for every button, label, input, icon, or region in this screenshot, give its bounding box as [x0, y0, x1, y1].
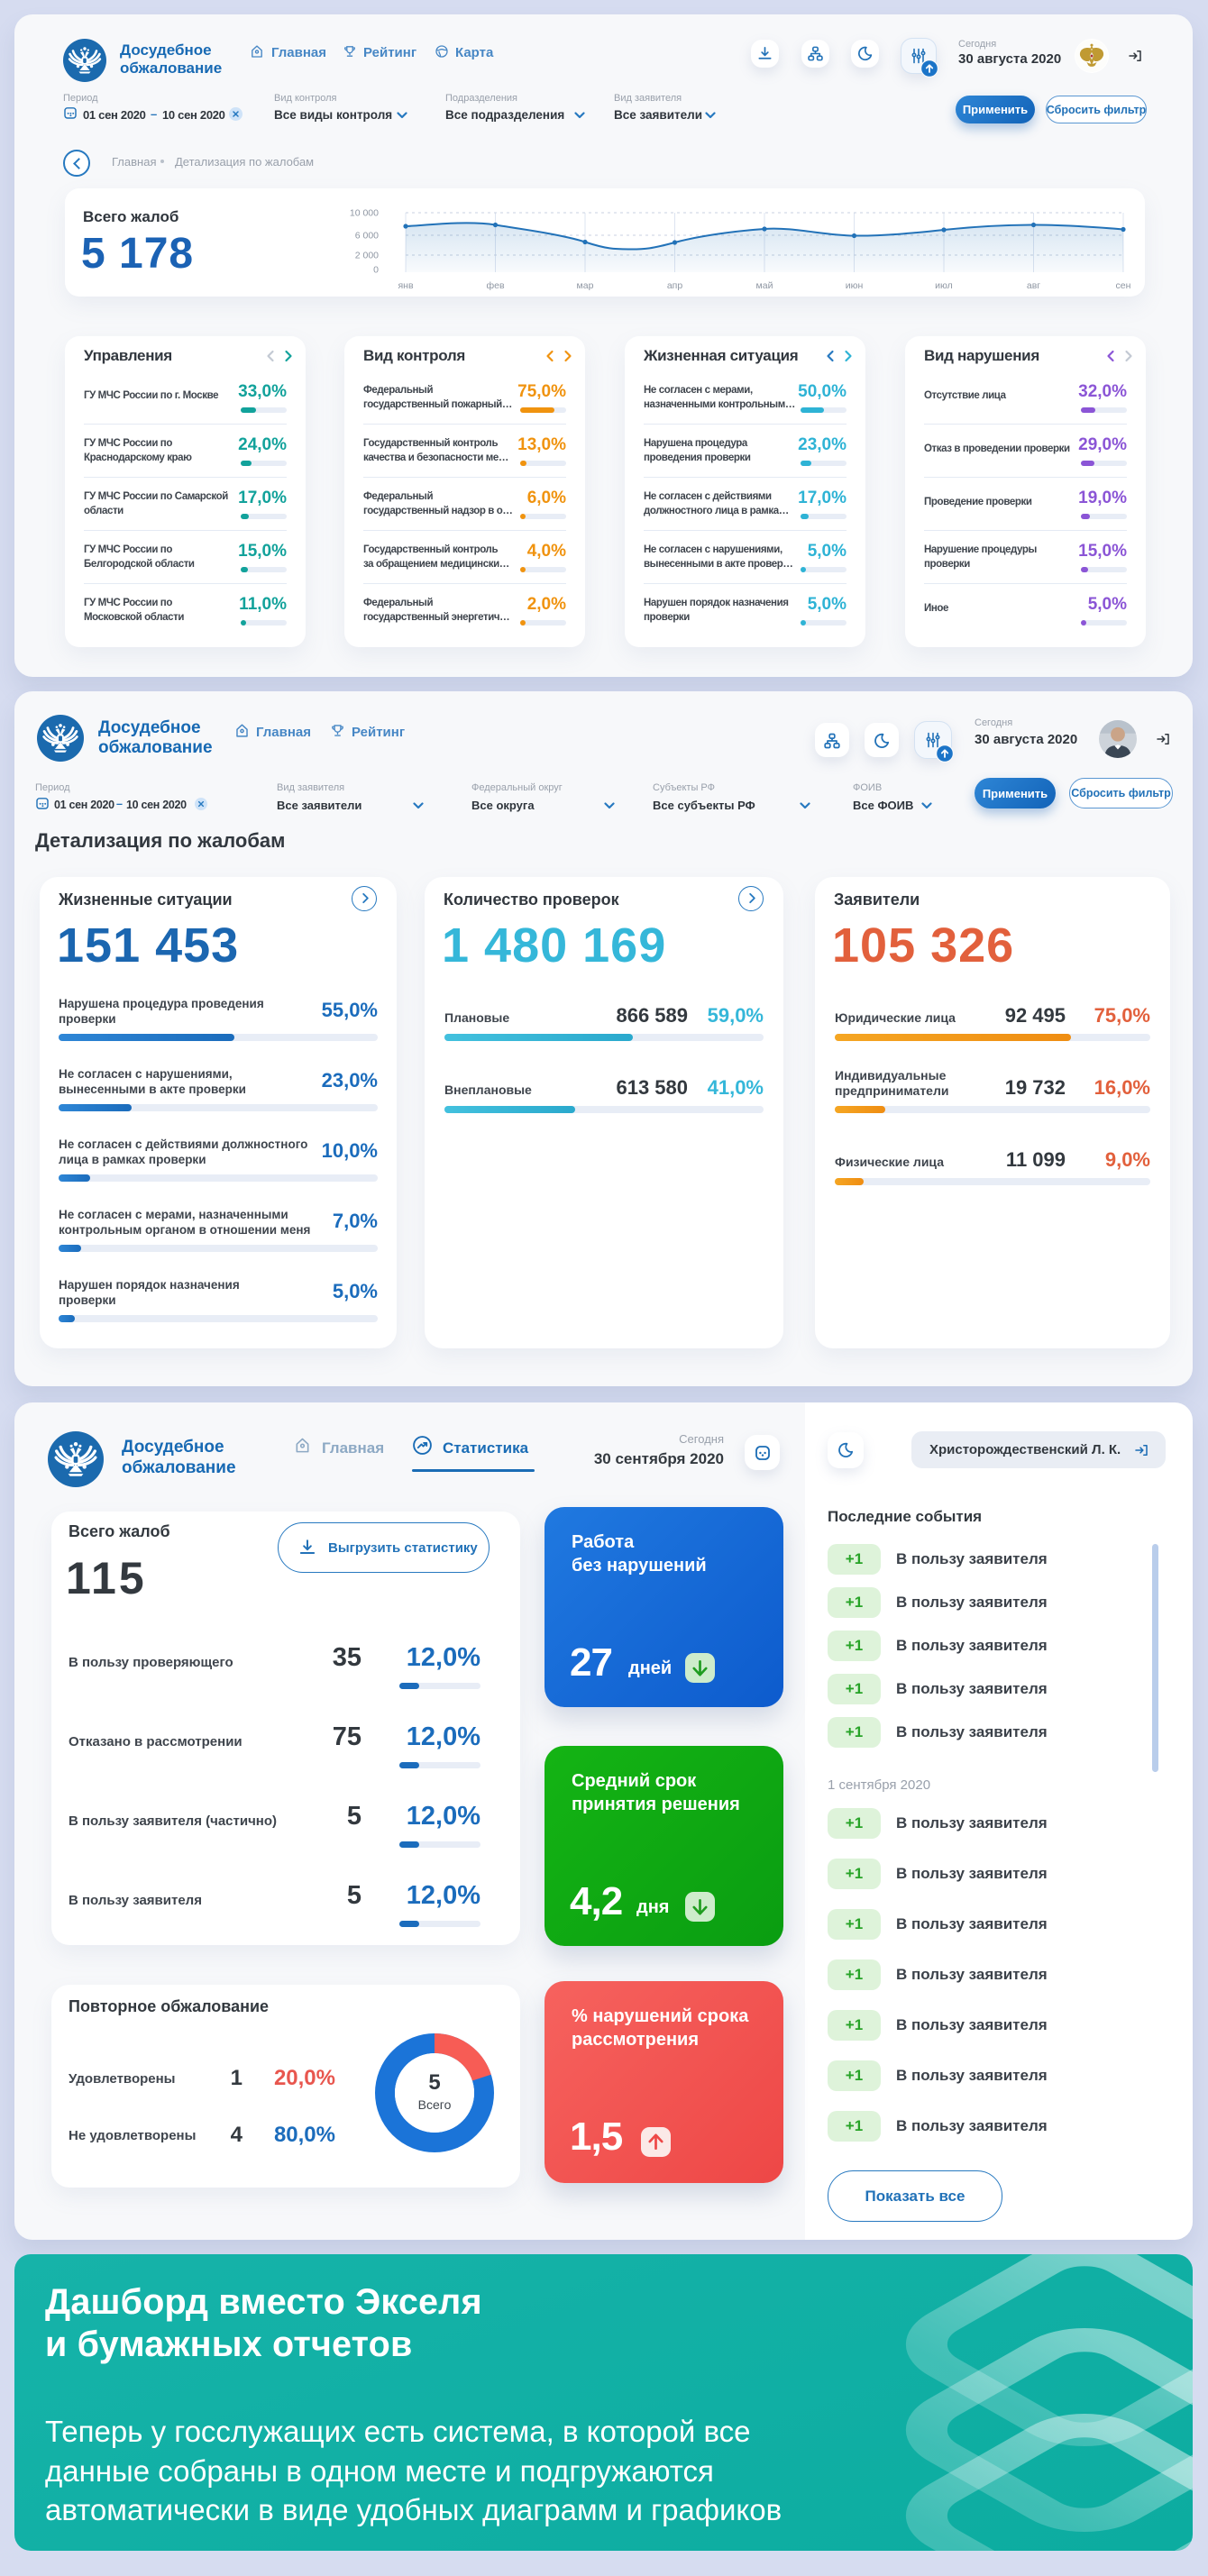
- svg-text:Всего: Всего: [418, 2097, 452, 2112]
- svg-text:янв: янв: [398, 280, 413, 291]
- svg-text:июн: июн: [846, 280, 864, 291]
- svg-text:фев: фев: [486, 280, 504, 291]
- svg-text:10 000: 10 000: [350, 208, 379, 219]
- svg-text:июл: июл: [935, 280, 953, 291]
- svg-text:0: 0: [373, 265, 379, 276]
- svg-text:авг: авг: [1027, 280, 1040, 291]
- svg-text:сен: сен: [1116, 280, 1131, 291]
- svg-text:5: 5: [428, 2070, 440, 2095]
- svg-text:апр: апр: [667, 280, 683, 291]
- svg-text:мар: мар: [577, 280, 594, 291]
- svg-text:2 000: 2 000: [355, 251, 379, 261]
- svg-text:май: май: [756, 280, 773, 291]
- svg-text:6 000: 6 000: [355, 231, 379, 242]
